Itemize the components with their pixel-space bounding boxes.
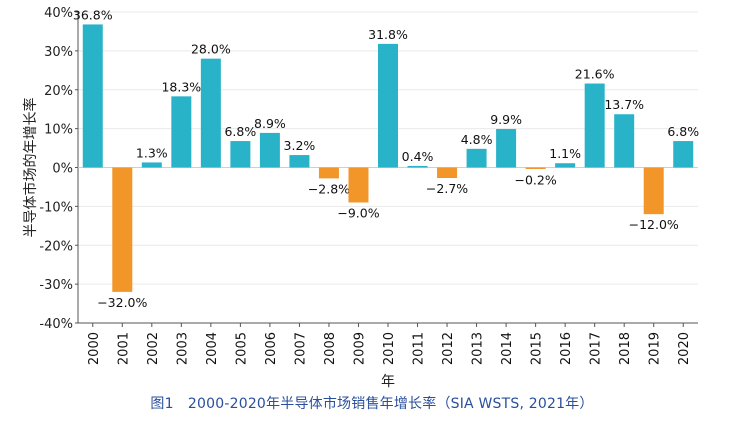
x-tick-label: 2019 (648, 332, 663, 365)
x-tick-label: 2018 (618, 332, 633, 365)
figure-caption: 图1 2000-2020年半导体市场销售年增长率（SIA WSTS, 2021年… (150, 396, 594, 412)
data-label-2001: −32.0% (97, 295, 147, 310)
bar-2019 (643, 167, 664, 215)
data-label-2015: −0.2% (515, 173, 557, 188)
bar-2013 (466, 148, 487, 168)
x-tick-label: 2016 (559, 332, 574, 365)
data-label-2007: 3.2% (284, 138, 316, 153)
bar-2011 (407, 165, 428, 168)
y-tick-label: 0% (52, 162, 73, 177)
data-label-2011: 0.4% (402, 149, 434, 164)
data-label-2014: 9.9% (490, 112, 522, 127)
x-tick-label: 2006 (264, 332, 279, 365)
data-label-2016: 1.1% (549, 146, 581, 161)
y-tick-label: -40% (39, 317, 73, 332)
bar-2006 (259, 132, 280, 168)
data-label-2008: −2.8% (308, 181, 350, 196)
data-label-2003: 18.3% (161, 79, 201, 94)
x-tick-label: 2004 (205, 332, 220, 365)
data-label-2000: 36.8% (73, 7, 113, 22)
data-label-2020: 6.8% (667, 124, 699, 139)
data-label-2017: 21.6% (575, 67, 615, 82)
bar-2003 (171, 96, 192, 168)
bar-2012 (437, 167, 458, 178)
x-tick-label: 2011 (412, 332, 427, 365)
x-axis-title: 年 (381, 374, 395, 390)
x-tick-label: 2000 (87, 332, 102, 365)
y-tick-label: -20% (39, 239, 73, 254)
x-tick-label: 2005 (234, 332, 249, 365)
bar-2010 (378, 43, 398, 168)
y-tick-label: 30% (44, 45, 73, 60)
x-tick-label: 2017 (589, 332, 604, 365)
x-tick-label: 2009 (352, 332, 367, 365)
x-tick-label: 2012 (441, 332, 456, 365)
data-label-2019: −12.0% (629, 217, 679, 232)
data-label-2010: 31.8% (368, 27, 408, 42)
bar-2014 (496, 129, 517, 168)
bar-2017 (584, 83, 605, 168)
bar-2000 (82, 24, 103, 168)
x-tick-label: 2008 (323, 332, 338, 365)
x-tick-label: 2014 (500, 332, 515, 365)
data-label-2013: 4.8% (461, 132, 493, 147)
y-tick-label: -10% (39, 200, 73, 215)
data-label-2006: 8.9% (254, 116, 286, 131)
y-tick-label: 20% (44, 84, 73, 99)
data-label-2009: −9.0% (337, 205, 379, 220)
bar-2015 (525, 167, 546, 169)
data-label-2012: −2.7% (426, 181, 468, 196)
bar-2005 (230, 141, 251, 168)
x-tick-label: 2002 (146, 332, 161, 365)
x-tick-label: 2007 (293, 332, 308, 365)
x-tick-label: 2020 (677, 332, 692, 365)
y-tick-label: 10% (44, 123, 73, 138)
data-label-2004: 28.0% (191, 42, 231, 57)
data-label-2002: 1.3% (136, 145, 168, 160)
bar-2001 (112, 167, 133, 292)
y-axis-title: 半导体市场的年增长率 (22, 98, 39, 238)
bar-2002 (141, 162, 162, 168)
x-tick-label: 2010 (382, 332, 397, 365)
bar-2008 (318, 167, 339, 179)
bar-2018 (614, 114, 635, 168)
y-tick-label: 40% (44, 6, 73, 21)
bar-2020 (673, 141, 694, 168)
y-tick-label: -30% (39, 278, 73, 293)
x-tick-label: 2003 (175, 332, 190, 365)
bar-2004 (200, 58, 221, 168)
bar-2009 (348, 167, 369, 203)
data-label-2018: 13.7% (604, 97, 644, 112)
data-label-2005: 6.8% (224, 124, 256, 139)
x-tick-label: 2001 (116, 332, 131, 365)
x-tick-label: 2013 (471, 332, 486, 365)
x-tick-label: 2015 (530, 332, 545, 365)
bar-2016 (555, 163, 576, 168)
bar-2007 (289, 155, 310, 168)
